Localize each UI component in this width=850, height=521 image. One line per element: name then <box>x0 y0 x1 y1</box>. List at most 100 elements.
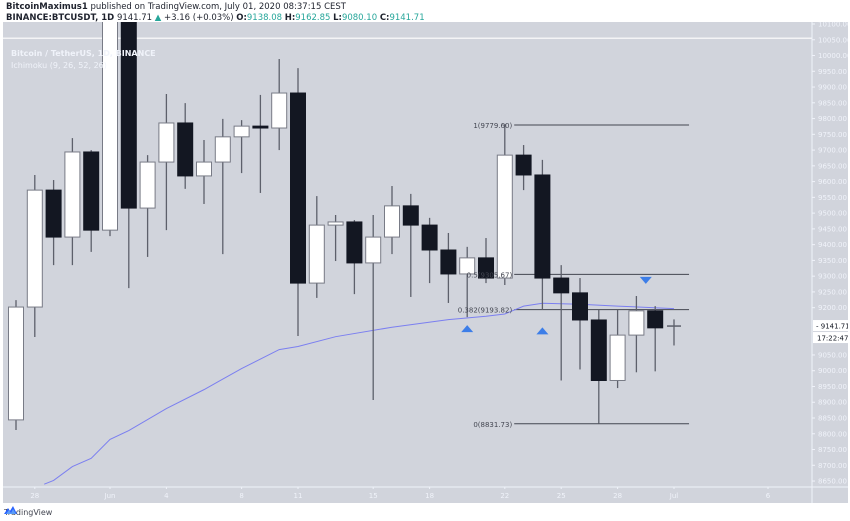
candle-body-down <box>590 319 607 381</box>
arrow-up-icon[interactable] <box>461 325 474 333</box>
candle-body-up <box>64 151 81 238</box>
candle[interactable] <box>384 186 400 255</box>
candle[interactable] <box>327 215 344 262</box>
author-name[interactable]: BitcoinMaximus1 <box>6 2 88 12</box>
candle[interactable] <box>64 138 81 266</box>
time-tick-label: 15 <box>369 492 378 500</box>
candle-body-down <box>572 292 588 321</box>
price-tick-label: 8700.00 <box>818 462 847 470</box>
countdown-badge <box>813 332 848 344</box>
candle[interactable] <box>8 300 24 430</box>
chart-pane[interactable]: 1(9779.60) 0.5(9305.67) 0.382(9193.82) 0(88… <box>3 22 848 503</box>
candle[interactable] <box>196 139 212 204</box>
candle-body-up <box>26 189 43 308</box>
fib-level-label: 0(8831.73) <box>473 421 512 429</box>
legend-series[interactable]: Bitcoin / TetherUS, 1D, BINANCE <box>11 49 156 58</box>
countdown-label: 17:22:47 <box>817 335 848 343</box>
candle-body-down <box>440 249 457 275</box>
candle[interactable] <box>667 319 681 346</box>
candle[interactable] <box>177 103 194 189</box>
price-tick-label: 9550.00 <box>818 194 847 202</box>
arrow-up-icon[interactable] <box>536 327 549 335</box>
open-value: 9138.08 <box>246 13 283 23</box>
time-tick-label: 22 <box>500 492 509 500</box>
candle[interactable] <box>553 265 570 381</box>
candle[interactable] <box>647 306 664 372</box>
arrow-down-icon[interactable] <box>639 276 652 284</box>
candle-body-up <box>308 224 325 284</box>
candle[interactable] <box>139 155 156 257</box>
time-tick-label: 6 <box>766 492 771 500</box>
up-arrow-icon: ▲ <box>154 13 162 23</box>
published-text: published on TradingView.com, July 01, 2… <box>90 2 346 12</box>
price-tick-label: 8800.00 <box>818 430 847 438</box>
candle[interactable] <box>628 296 645 373</box>
candle[interactable] <box>534 159 551 310</box>
candle[interactable] <box>26 174 43 337</box>
candle-body-down <box>83 151 100 231</box>
price-tick-label: 9350.00 <box>818 257 847 265</box>
candle[interactable] <box>496 123 513 285</box>
candle[interactable] <box>421 217 438 284</box>
time-axis[interactable]: 28 Jun 4 8 11 15 18 22 25 28 Jul 6 <box>3 486 848 500</box>
fib-level-label: 0.5(9305.67) <box>467 271 513 279</box>
candle-body-down <box>553 277 570 294</box>
candle[interactable] <box>478 238 494 284</box>
candle[interactable] <box>83 150 100 252</box>
candle[interactable] <box>346 220 363 295</box>
legend-indicator[interactable]: Ichimoku (9, 26, 52, 26) <box>11 61 107 70</box>
footer: TradingView <box>4 505 52 519</box>
candle[interactable] <box>158 93 175 231</box>
open-label: O: <box>236 13 247 23</box>
price-tick-label: 9500.00 <box>818 210 847 218</box>
candle[interactable] <box>120 22 137 289</box>
low-value: 9080.10 <box>341 13 378 23</box>
candle[interactable] <box>252 94 269 193</box>
candle-body-up <box>628 310 645 336</box>
current-price-badge <box>813 320 848 332</box>
time-tick-label: 8 <box>239 492 243 500</box>
candle-body-up <box>384 205 400 238</box>
time-tick-label: 25 <box>557 492 566 500</box>
candle[interactable] <box>402 193 419 297</box>
price-tick-label: 10000.00 <box>818 52 848 60</box>
symbol-name: BINANCE:BTCUSDT, 1D <box>6 13 115 23</box>
candle[interactable] <box>308 196 325 298</box>
candle-body-up <box>459 257 476 275</box>
price-tick-label: 9600.00 <box>818 178 847 186</box>
time-tick-label: 4 <box>164 492 169 500</box>
candle[interactable] <box>609 309 626 389</box>
candle[interactable] <box>459 246 476 318</box>
fib-level-label: 0.382(9193.82) <box>458 307 513 315</box>
candle[interactable] <box>590 309 607 424</box>
candle[interactable] <box>45 180 62 266</box>
price-tick-label: 9950.00 <box>818 68 847 76</box>
candle[interactable] <box>271 58 288 151</box>
candle[interactable] <box>365 215 382 401</box>
candle-body-up <box>196 161 212 177</box>
symbol-info: BINANCE:BTCUSDT, 1D 9141.71 ▲ +3.16 (+0.… <box>6 13 425 23</box>
candlestick-chart[interactable]: 1(9779.60) 0.5(9305.67) 0.382(9193.82) 0(88… <box>3 22 848 503</box>
candle[interactable] <box>515 145 532 191</box>
plot-area[interactable]: 1(9779.60) 0.5(9305.67) 0.382(9193.82) 0(88… <box>3 22 812 485</box>
price-axis[interactable]: 10100.00 10050.00 10000.00 9950.00 9900.00 98… <box>811 22 848 503</box>
close-label: C: <box>379 13 390 23</box>
candle[interactable] <box>572 278 588 370</box>
price-tick-label: 9400.00 <box>818 241 847 249</box>
price-change: +3.16 (+0.03%) <box>164 13 234 23</box>
candle-body-down <box>515 154 532 176</box>
candle-body-down <box>290 92 306 284</box>
price-tick-label: 10100.00 <box>818 22 848 29</box>
price-tick-label: 9200.00 <box>818 304 847 312</box>
candle[interactable] <box>102 22 118 237</box>
price-tick-label: 9900.00 <box>818 84 847 92</box>
candle[interactable] <box>290 68 306 337</box>
candle[interactable] <box>233 120 250 174</box>
candle-body-down <box>177 122 194 177</box>
candle[interactable] <box>440 232 457 303</box>
candle-body-up <box>271 92 288 129</box>
last-price: 9141.71 <box>116 13 153 23</box>
price-tick-label: 9650.00 <box>818 162 847 170</box>
candle[interactable] <box>214 118 231 255</box>
ichimoku-line[interactable] <box>44 302 675 485</box>
